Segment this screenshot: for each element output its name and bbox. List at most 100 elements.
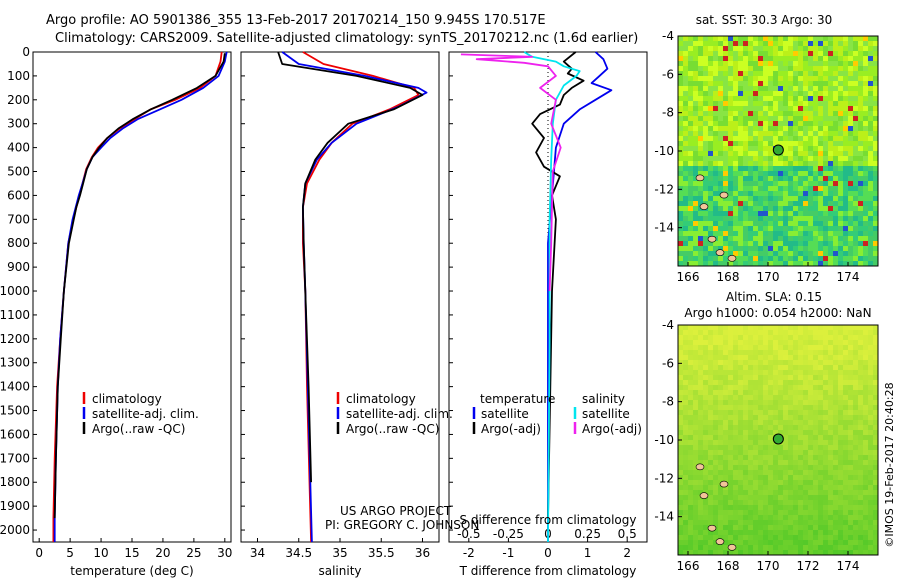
heatmap-cell [693,330,699,336]
heatmap-cell [783,176,789,182]
heatmap-cell [793,51,799,57]
heatmap-cell [708,261,714,267]
heatmap-cell [703,400,709,406]
x-tick-label: 168 [717,270,740,284]
heatmap-cell [848,355,854,361]
heatmap-cell [688,201,694,207]
heatmap-cell [808,520,814,526]
heatmap-cell [698,226,704,232]
heatmap-cell [743,226,749,232]
heatmap-cell [813,335,819,341]
heatmap-cell [773,231,779,237]
heatmap-cell [768,161,774,167]
heatmap-cell [833,325,839,331]
heatmap-cell [803,325,809,331]
heatmap-cell [778,415,784,421]
heatmap-cell [808,475,814,481]
heatmap-cell [728,91,734,97]
heatmap-cell [753,425,759,431]
heatmap-cell [733,350,739,356]
heatmap-cell [723,176,729,182]
heatmap-cell [803,525,809,531]
heatmap-cell [748,86,754,92]
heatmap-cell [783,415,789,421]
heatmap-cell [738,425,744,431]
heatmap-cell [863,71,869,77]
heatmap-cell [718,385,724,391]
heatmap-cell [873,545,879,551]
heatmap-cell [688,545,694,551]
heatmap-cell [723,261,729,267]
heatmap-cell [868,191,874,197]
heatmap-cell [853,41,859,47]
heatmap-cell [693,360,699,366]
heatmap-cell [853,46,859,52]
heatmap-cell [868,485,874,491]
heatmap-cell [773,246,779,252]
heatmap-cell [723,181,729,187]
heatmap-cell [768,395,774,401]
heatmap-cell [733,246,739,252]
heatmap-cell [818,221,824,227]
heatmap-cell [808,81,814,87]
heatmap-cell [808,226,814,232]
heatmap-cell [708,46,714,52]
heatmap-cell [828,251,834,257]
heatmap-cell [758,261,764,267]
heatmap-cell [728,41,734,47]
heatmap-cell [693,400,699,406]
heatmap-cell [813,166,819,172]
heatmap-cell [678,121,684,127]
heatmap-cell [718,236,724,242]
heatmap-cell [708,66,714,72]
heatmap-cell [808,480,814,486]
heatmap-cell [758,350,764,356]
heatmap-cell [848,176,854,182]
heatmap-cell [828,490,834,496]
heatmap-cell [843,525,849,531]
heatmap-cell [683,141,689,147]
heatmap-cell [793,196,799,202]
heatmap-cell [863,370,869,376]
heatmap-cell [678,515,684,521]
heatmap-cell [738,156,744,162]
heatmap-cell [858,455,864,461]
heatmap-cell [728,370,734,376]
heatmap-cell [753,500,759,506]
heatmap-cell [753,405,759,411]
heatmap-cell [838,415,844,421]
heatmap-cell [768,420,774,426]
heatmap-cell [868,410,874,416]
heatmap-cell [858,515,864,521]
heatmap-cell [718,430,724,436]
heatmap-cell [728,445,734,451]
heatmap-cell [793,370,799,376]
heatmap-cell [793,226,799,232]
heatmap-cell [818,550,824,556]
heatmap-cell [763,410,769,416]
heatmap-cell [823,515,829,521]
heatmap-cell [688,410,694,416]
heatmap-cell [743,236,749,242]
heatmap-cell [823,96,829,102]
heatmap-cell [703,475,709,481]
heatmap-cell [773,540,779,546]
heatmap-cell [728,410,734,416]
heatmap-cell [713,251,719,257]
heatmap-cell [703,410,709,416]
heatmap-cell [788,96,794,102]
heatmap-cell [723,490,729,496]
heatmap-cell [758,460,764,466]
heatmap-cell [813,76,819,82]
heatmap-cell [728,350,734,356]
heatmap-cell [853,340,859,346]
heatmap-cell [753,191,759,197]
heatmap-cell [683,530,689,536]
heatmap-cell [733,236,739,242]
heatmap-cell [818,121,824,127]
heatmap-cell [803,71,809,77]
heatmap-cell [798,490,804,496]
heatmap-cell [873,490,879,496]
heatmap-cell [733,400,739,406]
heatmap-cell [793,236,799,242]
